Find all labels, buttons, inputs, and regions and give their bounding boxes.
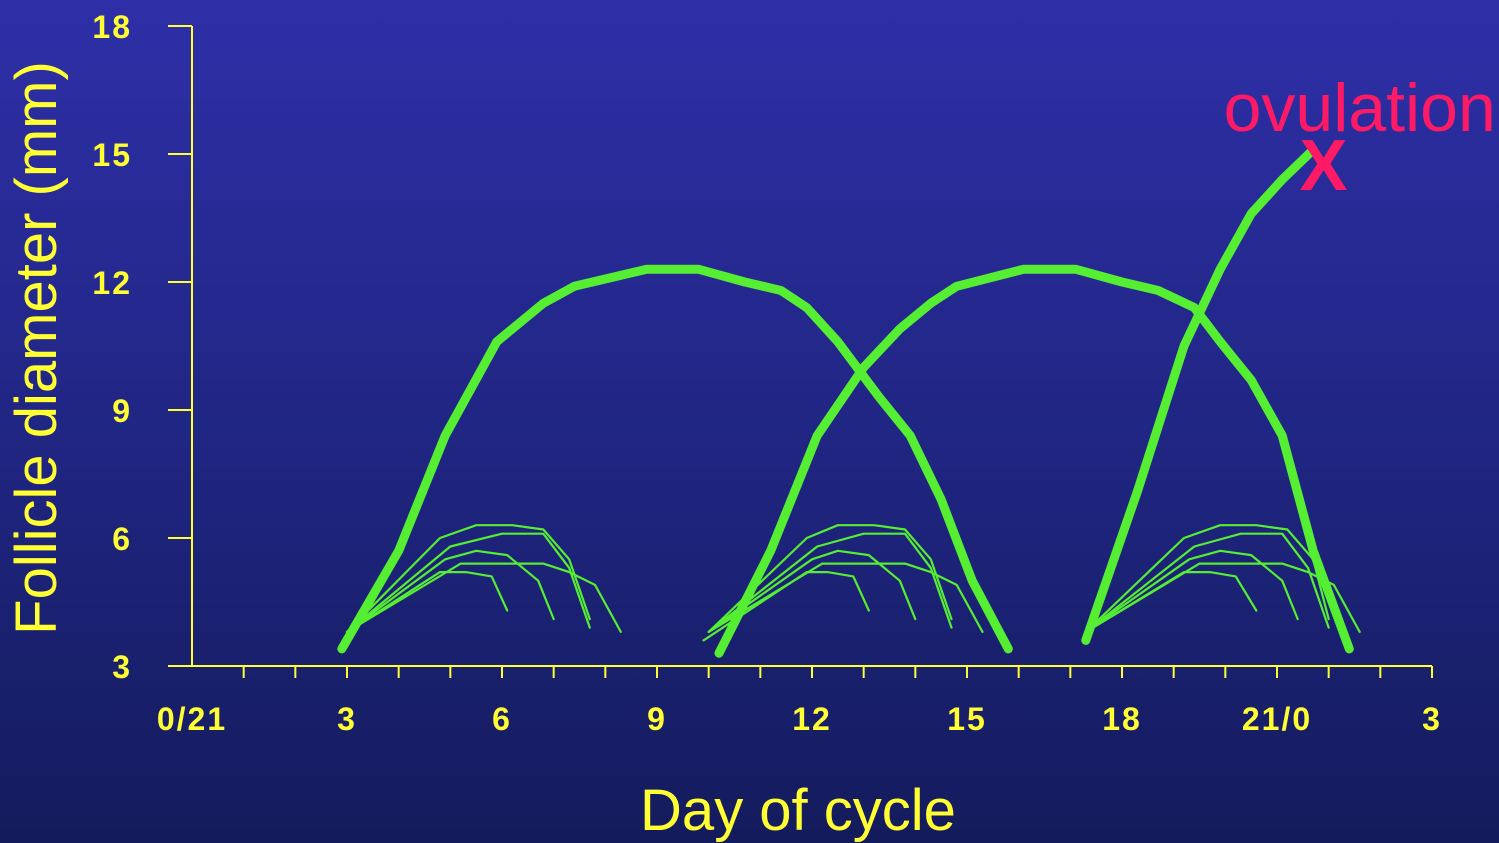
series-lines	[337, 145, 1361, 658]
ovulation-label: ovulation	[1224, 70, 1496, 146]
subordinate-follicle-line	[1084, 532, 1330, 634]
y-tick-label: 12	[92, 265, 132, 301]
x-tick-label: 3	[337, 701, 357, 737]
x-tick-label: 6	[492, 701, 512, 737]
dominant-follicle-line	[337, 264, 1013, 654]
subordinate-follicle-line	[345, 549, 555, 634]
subordinate-follicle-line	[345, 532, 591, 634]
y-tick-label: 18	[92, 9, 132, 45]
x-tick-label: 0/21	[157, 701, 227, 737]
subordinate-follicle-line	[345, 570, 509, 634]
y-tick-label: 3	[112, 649, 132, 685]
subordinate-follicle-line	[345, 524, 591, 634]
y-tick-label: 9	[112, 393, 132, 429]
y-tick-label: 15	[92, 137, 132, 173]
x-axis-title: Day of cycle	[640, 778, 956, 843]
subordinate-follicle-line	[707, 549, 917, 634]
axes	[168, 25, 1433, 678]
subordinate-follicle-line	[345, 562, 622, 634]
subordinate-follicle-line	[707, 524, 953, 634]
x-tick-label: 3	[1422, 701, 1442, 737]
y-axis-title: Follicle diameter (mm)	[4, 61, 69, 635]
subordinate-follicle-line	[707, 532, 953, 634]
y-tick-label: 6	[112, 521, 132, 557]
subordinate-follicle-line	[1084, 524, 1330, 634]
x-tick-label: 12	[792, 701, 832, 737]
x-tick-label: 18	[1102, 701, 1142, 737]
subordinate-follicle-line	[707, 562, 984, 634]
x-tick-label: 9	[647, 701, 667, 737]
subordinate-follicle-line	[1084, 562, 1361, 634]
dominant-follicle-line	[714, 264, 1354, 658]
tick-labels: 3 6 9 12 15 18 0/21 3 6 9 12 15 18 21/0 3	[92, 9, 1442, 737]
dominant-follicle-line	[1081, 145, 1318, 645]
x-tick-label: 21/0	[1242, 701, 1312, 737]
ovulation-marker: X	[1299, 126, 1347, 206]
subordinate-follicle-line	[1084, 549, 1299, 634]
x-tick-label: 15	[947, 701, 987, 737]
